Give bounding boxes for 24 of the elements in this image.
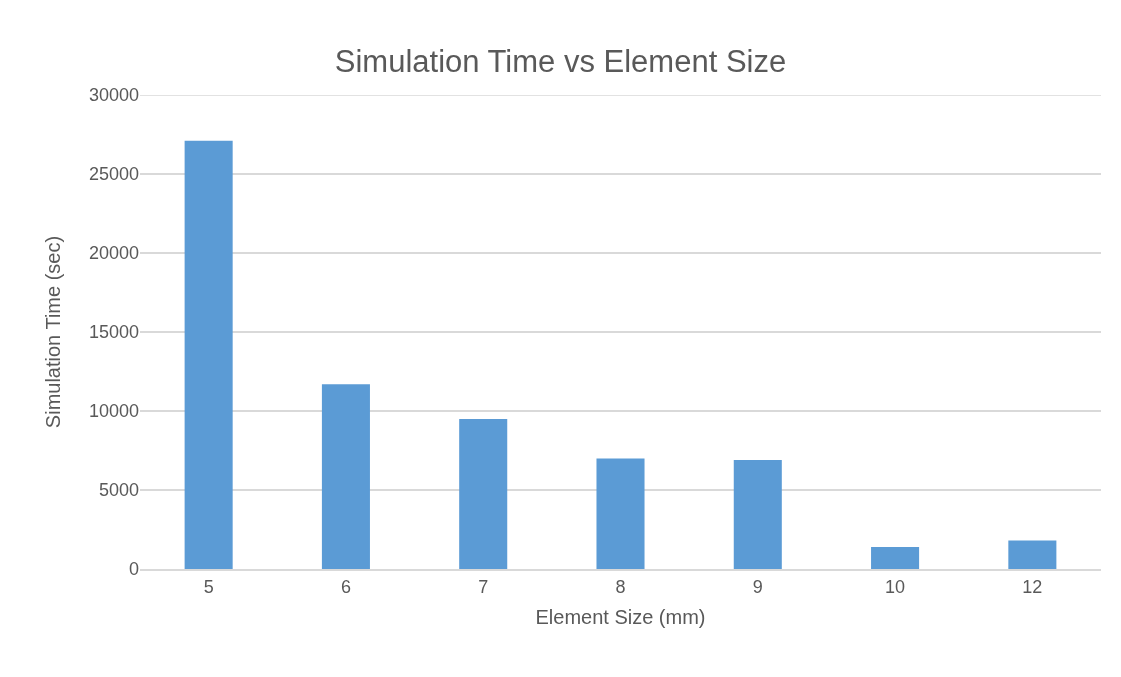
bar (733, 459, 782, 569)
chart-title: Simulation Time vs Element Size (334, 44, 787, 80)
bar (1008, 540, 1057, 569)
bar (184, 140, 233, 569)
y-tick-label: 20000 (88, 243, 139, 264)
bar (871, 546, 920, 569)
x-axis-title: Element Size (mm) (535, 605, 706, 628)
y-tick-label: 15000 (88, 322, 139, 343)
bar (459, 418, 508, 569)
y-axis-title: Simulation Time (sec) (42, 235, 65, 429)
y-tick-label: 5000 (98, 480, 139, 501)
y-tick-label: 30000 (88, 85, 139, 106)
x-tick-label: 6 (340, 576, 351, 597)
bar (596, 458, 645, 569)
x-tick-label: 12 (1022, 576, 1043, 597)
x-tick-label: 9 (752, 576, 763, 597)
x-tick-label: 5 (203, 576, 214, 597)
x-tick-label: 8 (615, 576, 626, 597)
y-tick-label: 0 (128, 559, 139, 580)
y-tick-label: 25000 (88, 164, 139, 185)
bar (321, 384, 370, 569)
y-tick-label: 10000 (88, 401, 139, 422)
x-tick-label: 7 (478, 576, 489, 597)
x-tick-label: 10 (885, 576, 906, 597)
